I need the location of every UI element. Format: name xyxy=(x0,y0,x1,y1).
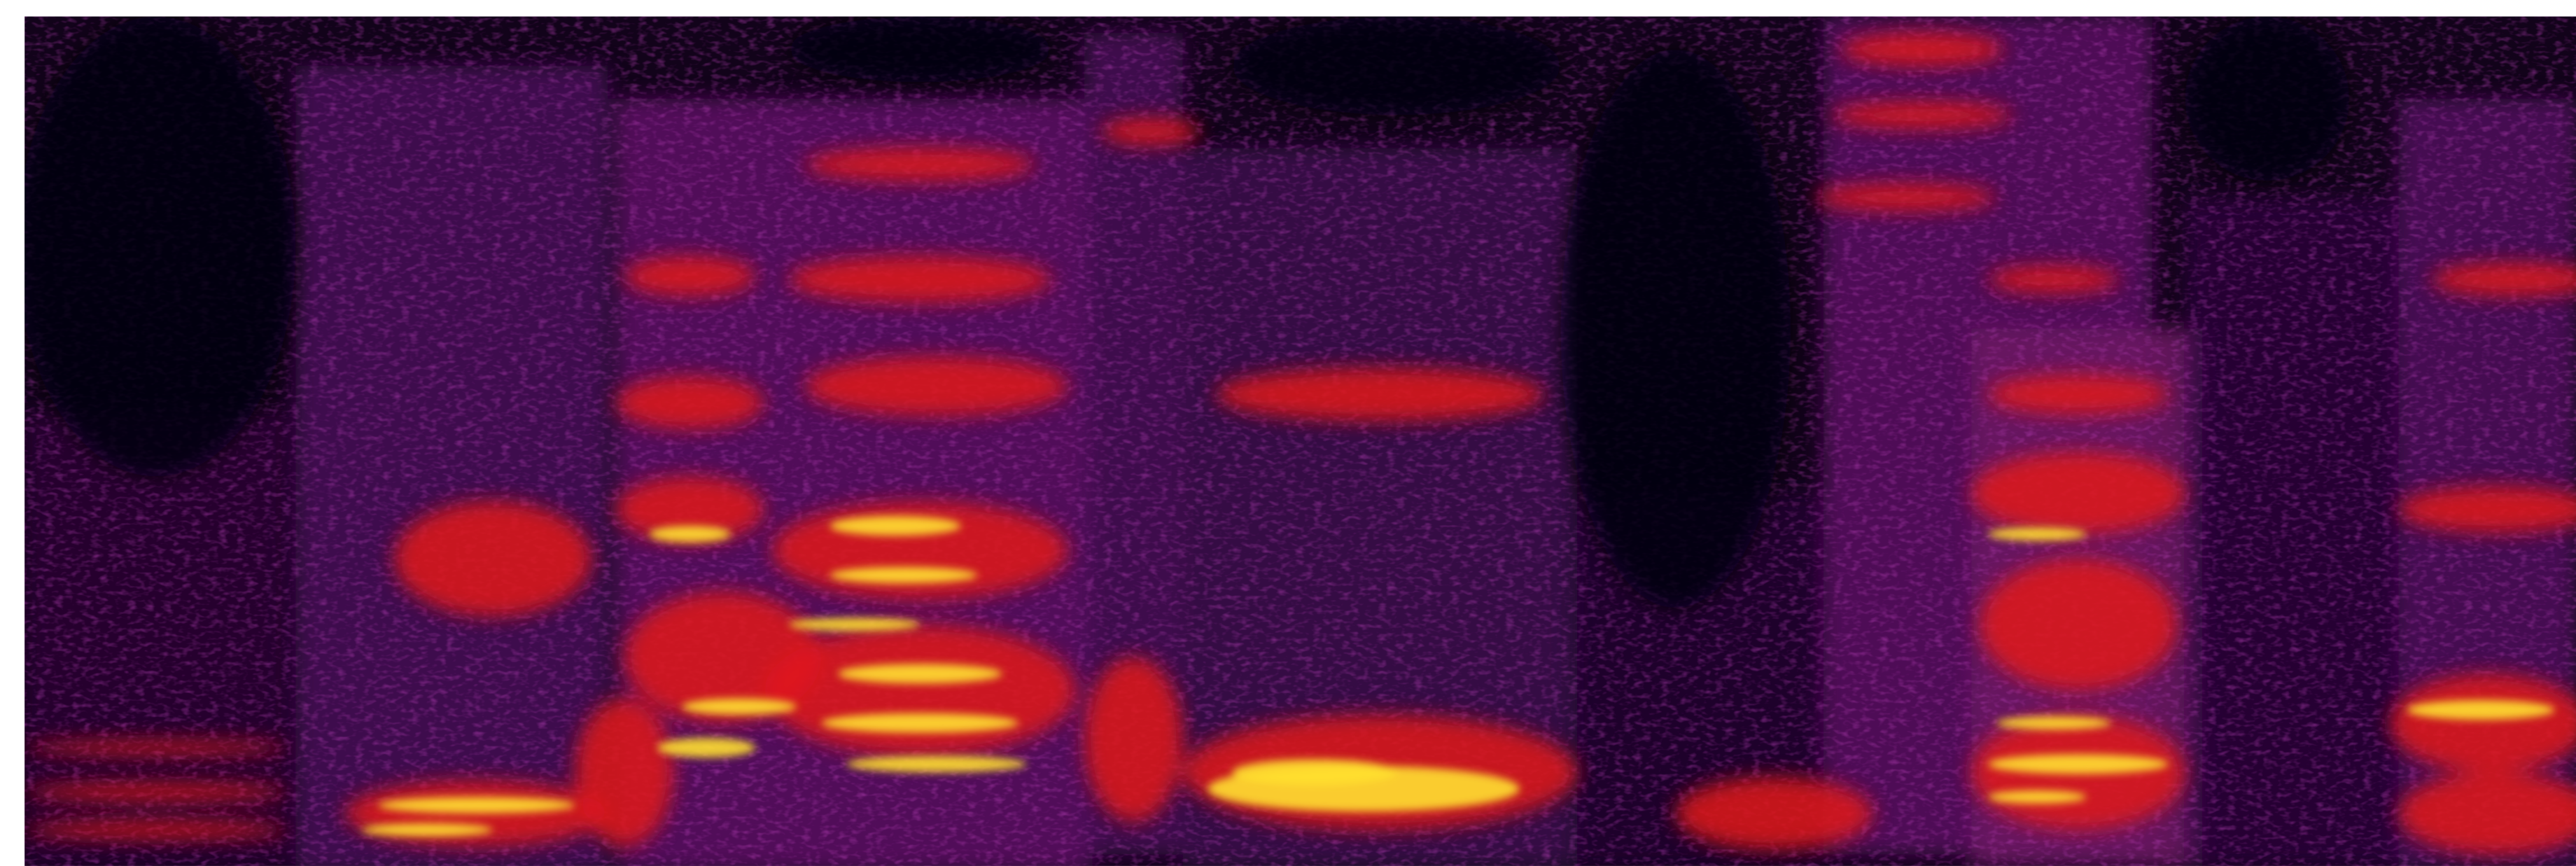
red-band xyxy=(1675,777,1873,850)
red-band xyxy=(616,376,764,429)
yellow-streak xyxy=(830,566,978,584)
red-band xyxy=(2390,673,2576,773)
dark-region xyxy=(24,16,296,477)
dark-regions xyxy=(24,16,2350,608)
yellow-streak xyxy=(681,698,797,715)
red-band xyxy=(1831,102,2012,129)
red-band xyxy=(2398,486,2576,533)
red-band xyxy=(1840,33,2005,66)
yellow-streak xyxy=(2407,699,2555,720)
yellow-streak xyxy=(1996,716,2111,730)
yellow-streak xyxy=(1987,754,2169,774)
yellow-streak xyxy=(837,664,1002,684)
red-band xyxy=(1987,375,2169,414)
yellow-streak xyxy=(830,516,961,536)
dark-region xyxy=(2185,16,2350,181)
yellow-streak xyxy=(1987,527,2087,541)
yellow-streak xyxy=(1987,790,2087,804)
yellow-streak xyxy=(657,737,756,758)
yellow-streak xyxy=(1232,759,1396,785)
dark-region xyxy=(1232,16,1561,116)
yellow-streak xyxy=(649,526,732,543)
red-band xyxy=(24,741,288,755)
red-band xyxy=(805,356,1068,416)
yellow-streak xyxy=(377,797,575,813)
red-band xyxy=(788,256,1052,302)
red-band xyxy=(24,821,288,839)
red-band xyxy=(764,624,1077,756)
red-band xyxy=(1100,118,1200,145)
red-band xyxy=(1084,657,1183,822)
red-band xyxy=(394,501,592,617)
yellow-streaks xyxy=(361,516,2555,837)
dark-region xyxy=(1560,49,1791,608)
red-band xyxy=(344,780,608,846)
red-band xyxy=(24,783,288,801)
spectrogram-image xyxy=(24,16,2576,866)
red-band xyxy=(772,501,1068,600)
red-band xyxy=(805,148,1035,181)
yellow-streak xyxy=(361,823,493,837)
red-band xyxy=(575,698,674,846)
dark-region xyxy=(788,16,1052,83)
red-band xyxy=(1987,266,2120,293)
yellow-streak xyxy=(846,755,1027,773)
red-band xyxy=(1215,368,1545,421)
red-band xyxy=(1971,452,2185,534)
yellow-streak xyxy=(821,713,1019,733)
red-band xyxy=(616,476,764,543)
red-band xyxy=(624,256,756,296)
yellow-streak xyxy=(788,617,920,631)
red-band xyxy=(1980,559,2177,690)
red-band xyxy=(2431,263,2576,296)
red-band xyxy=(2398,772,2576,855)
red-band xyxy=(1815,183,1996,211)
